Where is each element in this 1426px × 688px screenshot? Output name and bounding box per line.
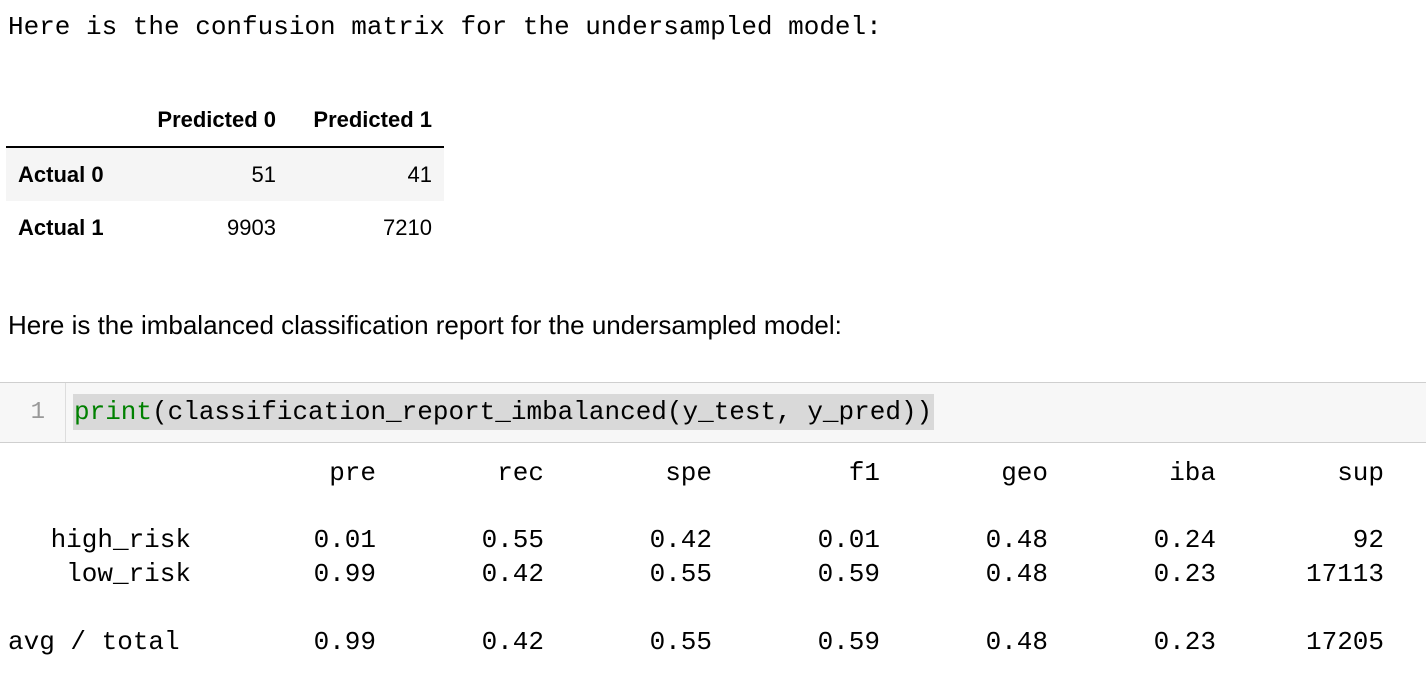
report-value: 0.99 — [313, 559, 376, 589]
table-row: Actual 0 51 41 — [6, 147, 444, 201]
report-row-label: avg / total — [8, 627, 180, 657]
output-text-confusion-intro: Here is the confusion matrix for the und… — [8, 12, 882, 42]
line-number: 1 — [0, 383, 66, 442]
report-value: 0.59 — [817, 627, 880, 657]
report-value: 0.59 — [817, 559, 880, 589]
column-header-predicted-1: Predicted 1 — [288, 94, 444, 148]
report-value: 17205 — [1305, 627, 1384, 657]
report-header-iba: iba — [1169, 458, 1216, 488]
report-value: 0.23 — [1153, 559, 1216, 589]
report-value: 0.01 — [313, 525, 376, 555]
report-value: 0.48 — [985, 559, 1048, 589]
classification-report-output: pre rec spe f1 geo iba sup high_risk 0.0… — [8, 456, 1408, 676]
table-cell: 51 — [251, 161, 276, 187]
report-row-avg-total: avg / total 0.99 0.42 0.55 0.59 0.48 0.2… — [8, 625, 1408, 659]
report-value: 0.48 — [985, 627, 1048, 657]
code-editor-line[interactable]: print(classification_report_imbalanced(y… — [73, 394, 935, 430]
report-value: 0.48 — [985, 525, 1048, 555]
report-header-spe: spe — [665, 458, 712, 488]
report-header-f1: f1 — [848, 458, 880, 488]
report-value: 0.42 — [481, 559, 544, 589]
report-header-geo: geo — [1001, 458, 1048, 488]
table-cell: 7210 — [383, 215, 432, 240]
table-row: Actual 1 9903 7210 — [6, 201, 444, 255]
report-value: 0.55 — [649, 559, 712, 589]
report-value: 0.55 — [481, 525, 544, 555]
report-value: 0.42 — [481, 627, 544, 657]
table-cell: 9903 — [227, 215, 276, 240]
report-value: 0.24 — [1153, 525, 1216, 555]
row-header-actual-1: Actual 1 — [18, 215, 104, 240]
report-value: 17113 — [1305, 559, 1384, 589]
code-keyword-print: print — [74, 397, 153, 427]
report-row-label: high_risk — [50, 525, 191, 555]
report-value: 0.23 — [1153, 627, 1216, 657]
report-value: 0.01 — [817, 525, 880, 555]
confusion-matrix-table: Predicted 0 Predicted 1 Actual 0 51 41 A… — [6, 94, 444, 255]
report-row-high-risk: high_risk 0.01 0.55 0.42 0.01 0.48 0.24 … — [8, 523, 1408, 557]
report-row-label: low_risk — [66, 559, 191, 589]
code-text: (classification_report_imbalanced(y_test… — [152, 397, 933, 427]
report-value: 92 — [1352, 525, 1384, 555]
column-header-predicted-0: Predicted 0 — [132, 94, 288, 148]
report-header-pre: pre — [329, 458, 376, 488]
table-header-row: Predicted 0 Predicted 1 — [6, 94, 444, 148]
report-header-rec: rec — [497, 458, 544, 488]
table-cell: 41 — [407, 161, 432, 187]
report-header-sup: sup — [1337, 458, 1384, 488]
report-value: 0.42 — [649, 525, 712, 555]
code-cell[interactable]: 1 print(classification_report_imbalanced… — [0, 382, 1426, 443]
report-value: 0.55 — [649, 627, 712, 657]
report-row-low-risk: low_risk 0.99 0.42 0.55 0.59 0.48 0.23 1… — [8, 557, 1408, 591]
row-header-actual-0: Actual 0 — [18, 161, 104, 187]
table-corner-cell — [6, 94, 132, 148]
report-value: 0.99 — [313, 627, 376, 657]
report-header-row: pre rec spe f1 geo iba sup — [8, 456, 1408, 490]
markdown-text-report-intro: Here is the imbalanced classification re… — [8, 310, 842, 340]
